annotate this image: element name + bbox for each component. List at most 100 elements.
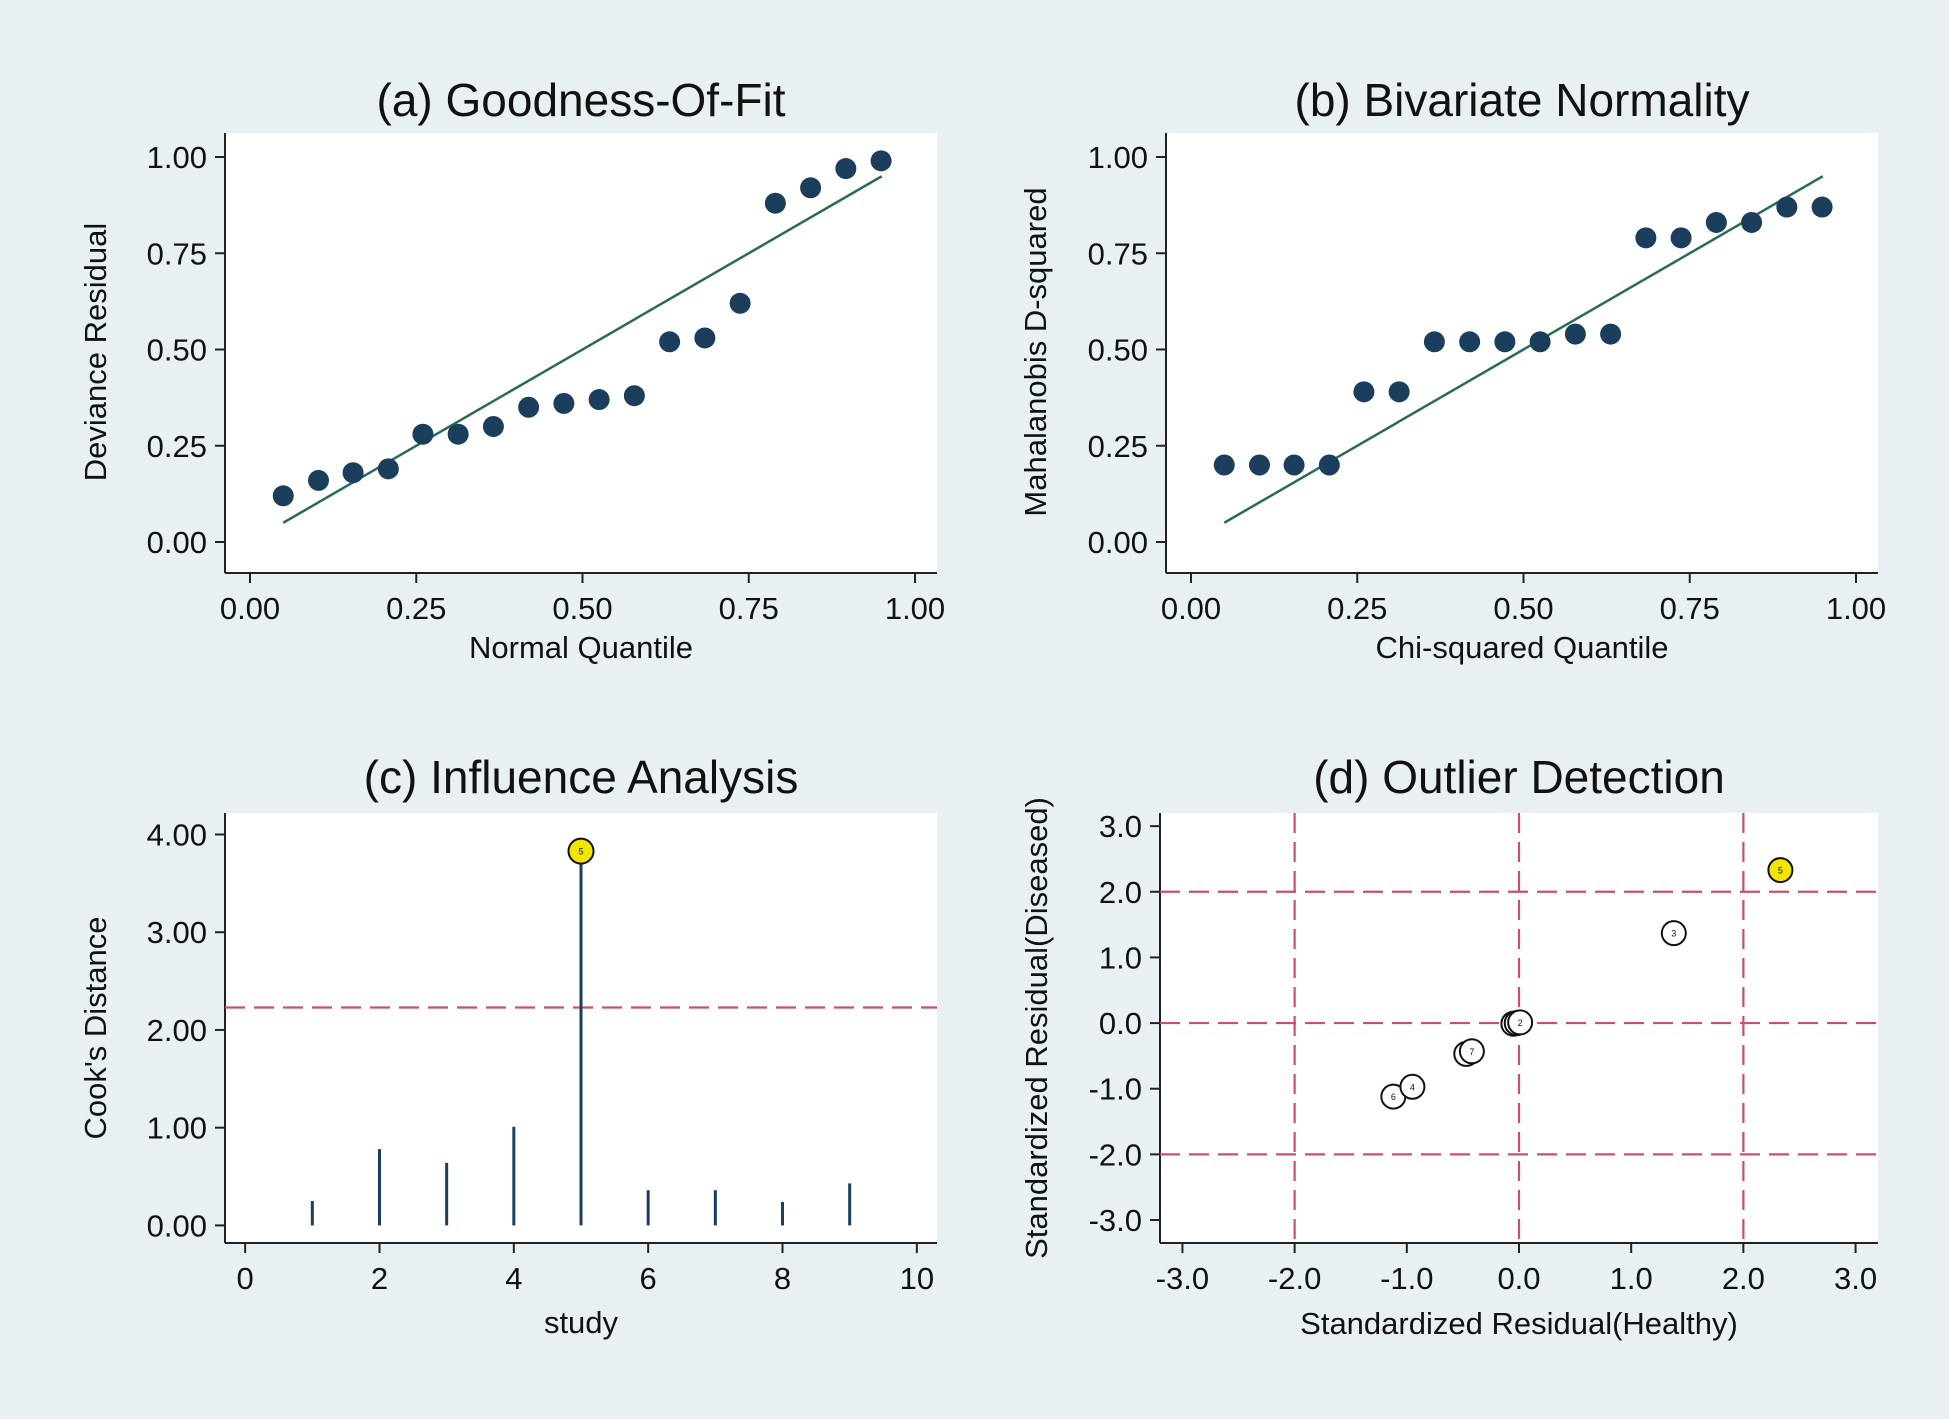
data-point — [307, 469, 329, 491]
data-point — [1670, 227, 1692, 249]
x-ticks-d: -3.0 -2.0 -1.0 0.0 1.0 2.0 3.0 — [1156, 1243, 1877, 1296]
x-tick-label: -2.0 — [1268, 1261, 1321, 1296]
y-tick-label: 0.00 — [147, 1208, 207, 1243]
marks-d: 649781235 — [1160, 813, 1878, 1243]
y-tick-label: 4.00 — [147, 818, 207, 853]
x-tick-label: 3.0 — [1834, 1261, 1877, 1296]
chart-title-d: (d) Outlier Detection — [1313, 751, 1725, 803]
study-label: 6 — [1391, 1092, 1396, 1102]
y-tick-label: 1.00 — [147, 1111, 207, 1146]
y-tick-label: 0.00 — [147, 525, 207, 560]
study-label: 7 — [1469, 1047, 1474, 1057]
y-tick-label: -3.0 — [1089, 1203, 1142, 1238]
data-point — [835, 158, 857, 180]
x-axis-label-b: Chi-squared Quantile — [1376, 630, 1669, 665]
data-point — [694, 327, 716, 349]
x-tick-label: 2 — [371, 1261, 388, 1296]
y-ticks-c: 0.00 1.00 2.00 3.00 4.00 — [147, 818, 225, 1243]
data-point — [553, 392, 575, 414]
data-point — [1741, 211, 1763, 233]
y-tick-label: 2.00 — [147, 1013, 207, 1048]
data-point — [1600, 323, 1622, 345]
y-tick-label: 0.50 — [1088, 333, 1148, 368]
plot-area-b — [1166, 133, 1878, 573]
data-point — [1213, 454, 1235, 476]
data-point — [518, 396, 540, 418]
study-label: 5 — [1778, 866, 1783, 876]
x-tick-label: 0.00 — [1161, 591, 1221, 626]
y-ticks-b: 0.00 0.25 0.50 0.75 1.00 — [1088, 140, 1166, 560]
marks-c: 5 — [225, 837, 937, 1226]
outlier-marker — [1767, 857, 1794, 884]
panel-outlier-detection: (d) Outlier Detection Standardized Resid… — [1019, 751, 1878, 1341]
x-tick-label: 8 — [774, 1261, 791, 1296]
plot-area-a — [225, 133, 937, 573]
data-point — [623, 385, 645, 407]
data-point — [377, 458, 399, 480]
study-label: 3 — [1671, 929, 1676, 939]
data-point — [800, 177, 822, 199]
data-point — [588, 389, 610, 411]
panel-bivariate-normality: (b) Bivariate Normality Chi-squared Quan… — [1018, 74, 1886, 665]
data-point — [482, 416, 504, 437]
y-tick-label: 1.0 — [1099, 940, 1142, 975]
data-point — [1248, 454, 1270, 476]
y-axis-label-b: Mahalanobis D-squared — [1018, 187, 1053, 516]
x-tick-label: -1.0 — [1380, 1261, 1433, 1296]
data-point — [729, 292, 751, 314]
data-point — [764, 192, 786, 214]
y-tick-label: 0.50 — [147, 333, 207, 368]
x-tick-label: 0.75 — [1660, 591, 1720, 626]
y-tick-label: 2.0 — [1099, 875, 1142, 910]
x-tick-label: -3.0 — [1156, 1261, 1209, 1296]
y-tick-label: 0.25 — [1088, 429, 1148, 464]
y-tick-label: 1.00 — [1088, 140, 1148, 175]
x-tick-label: 0.50 — [552, 591, 612, 626]
data-point — [1529, 331, 1551, 353]
x-tick-label: 0.75 — [719, 591, 779, 626]
y-ticks-a: 0.00 0.25 0.50 0.75 1.00 — [147, 140, 225, 560]
data-point — [1811, 196, 1833, 218]
data-point — [1705, 211, 1727, 233]
data-point — [1635, 227, 1657, 249]
data-point — [272, 485, 294, 507]
panel-influence-analysis: (c) Influence Analysis study Cook's Dist… — [78, 751, 937, 1340]
y-tick-label: 0.00 — [1088, 525, 1148, 560]
data-point — [1494, 331, 1516, 353]
y-axis-label-c: Cook's Distance — [78, 916, 113, 1139]
x-tick-label: 1.0 — [1610, 1261, 1653, 1296]
y-tick-label: 0.25 — [147, 429, 207, 464]
y-axis-label-a: Deviance Residual — [78, 223, 113, 481]
data-point — [412, 423, 434, 445]
study-label: 2 — [1518, 1018, 1523, 1028]
chart-title-c: (c) Influence Analysis — [364, 751, 799, 803]
x-tick-label: 1.00 — [1826, 591, 1886, 626]
y-tick-label: -2.0 — [1089, 1137, 1142, 1172]
x-ticks-a: 0.00 0.25 0.50 0.75 1.00 — [220, 573, 945, 626]
x-tick-label: 0.25 — [386, 591, 446, 626]
data-point — [870, 150, 892, 172]
x-tick-label: 0.25 — [1327, 591, 1387, 626]
data-point — [1318, 454, 1340, 476]
panel-goodness-of-fit: (a) Goodness-Of-Fit Normal Quantile Devi… — [78, 74, 945, 665]
chart-title-b: (b) Bivariate Normality — [1295, 74, 1750, 126]
data-point — [659, 331, 681, 353]
y-axis-label-d: Standardized Residual(Diseased) — [1019, 797, 1054, 1259]
x-axis-label-a: Normal Quantile — [469, 630, 693, 665]
data-point — [1388, 381, 1410, 403]
y-tick-label: 0.75 — [1088, 236, 1148, 271]
study-marker — [1399, 1073, 1426, 1100]
study-marker — [1458, 1038, 1485, 1065]
study-marker — [1660, 920, 1687, 947]
x-ticks-b: 0.00 0.25 0.50 0.75 1.00 — [1161, 573, 1886, 626]
study-label: 4 — [1410, 1082, 1415, 1092]
y-tick-label: 0.75 — [147, 236, 207, 271]
data-point — [1776, 196, 1798, 218]
x-tick-label: 2.0 — [1722, 1261, 1765, 1296]
y-tick-label: 3.00 — [147, 915, 207, 950]
y-tick-label: 0.0 — [1099, 1006, 1142, 1041]
data-point — [1283, 454, 1305, 476]
study-marker — [1507, 1009, 1534, 1036]
outlier-label: 5 — [578, 847, 583, 857]
